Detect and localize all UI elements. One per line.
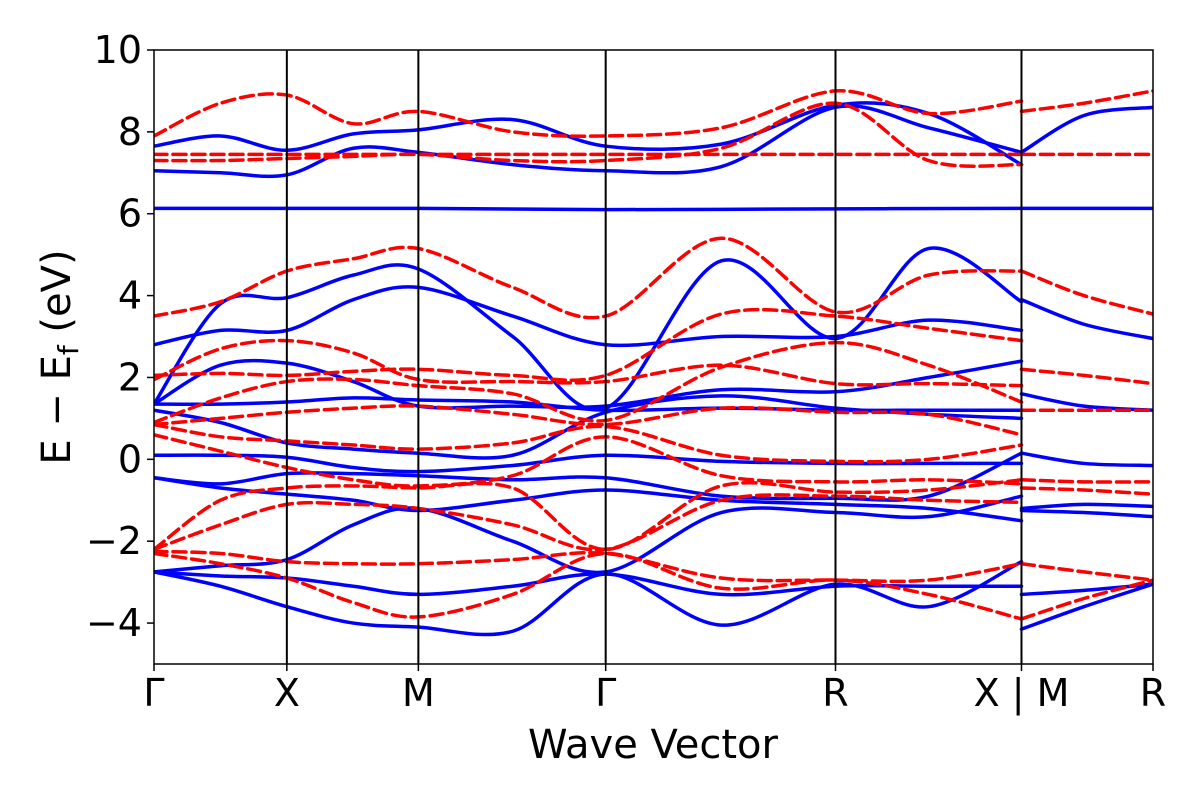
dashed-band-line <box>154 89 1024 138</box>
dashed-band-line <box>154 549 1024 584</box>
solid-band-line <box>154 206 1024 212</box>
y-tick-label: −2 <box>86 519 142 563</box>
dashed-band-line <box>1019 269 1153 316</box>
dashed-band-line <box>154 101 1024 168</box>
dashed-band-line <box>154 433 1024 488</box>
plot-lines <box>154 89 1153 637</box>
dashed-band-line <box>154 340 1024 425</box>
y-axis-title: E − Ef (eV) <box>34 249 85 464</box>
solid-band-line <box>154 101 1024 167</box>
x-tick-label: Γ <box>595 671 616 715</box>
y-axis-title-main: E − E <box>34 355 80 465</box>
solid-band-line <box>154 559 1024 637</box>
x-tick-label: M <box>402 671 435 715</box>
dashed-band-line <box>154 551 1024 621</box>
dashed-band-line <box>1019 89 1153 114</box>
dashed-band-line <box>154 338 1024 388</box>
solid-band-line <box>154 285 1024 348</box>
solid-band-line <box>1019 105 1153 155</box>
solid-band-line <box>154 246 1024 412</box>
dashed-band-line <box>1019 578 1153 621</box>
y-tick-label: 6 <box>118 192 142 236</box>
solid-band-line <box>154 358 1024 410</box>
dashed-band-line <box>154 422 1024 464</box>
dashed-band-line <box>154 307 1024 382</box>
dashed-band-line <box>1019 486 1153 496</box>
solid-band-line <box>1019 451 1153 468</box>
x-axis-title: Wave Vector <box>528 722 779 768</box>
solid-band-line <box>1019 508 1153 519</box>
solid-band-line <box>1019 502 1153 511</box>
plot-frame <box>153 49 1154 665</box>
solid-band-line <box>1019 582 1153 631</box>
y-tick-label: 2 <box>118 355 142 399</box>
solid-band-line <box>154 570 1024 597</box>
y-tick-label: 10 <box>94 28 142 72</box>
x-axis-ticks: Γ X M Γ R X | M R <box>143 664 1166 716</box>
solid-band-line <box>154 104 1024 179</box>
y-axis-ticks: −4 −2 0 2 4 6 8 10 <box>86 28 154 645</box>
y-axis-title-subscript: f <box>52 344 85 355</box>
solid-band-line <box>154 453 1024 474</box>
dashed-band-line <box>1019 478 1153 484</box>
y-tick-label: −4 <box>86 601 142 645</box>
dashed-band-line <box>154 404 1024 437</box>
x-tick-label: X | M <box>974 671 1070 716</box>
dashed-band-line <box>1019 561 1153 582</box>
y-tick-label: 0 <box>118 437 142 481</box>
solid-band-line <box>154 451 1024 502</box>
high-symmetry-lines <box>285 50 1023 664</box>
x-tick-label: X <box>274 671 300 715</box>
dashed-band-line <box>154 493 1024 552</box>
dashed-band-line <box>154 236 1024 320</box>
dashed-band-line <box>154 478 1024 552</box>
y-tick-label: 4 <box>118 274 142 318</box>
x-tick-label: R <box>822 671 848 715</box>
dashed-band-line <box>1019 367 1153 386</box>
y-tick-label: 8 <box>118 110 142 154</box>
x-tick-label: R <box>1140 671 1166 715</box>
y-axis-title-unit: (eV) <box>34 249 80 345</box>
x-tick-label: Γ <box>143 671 164 715</box>
solid-band-line <box>1019 297 1153 341</box>
